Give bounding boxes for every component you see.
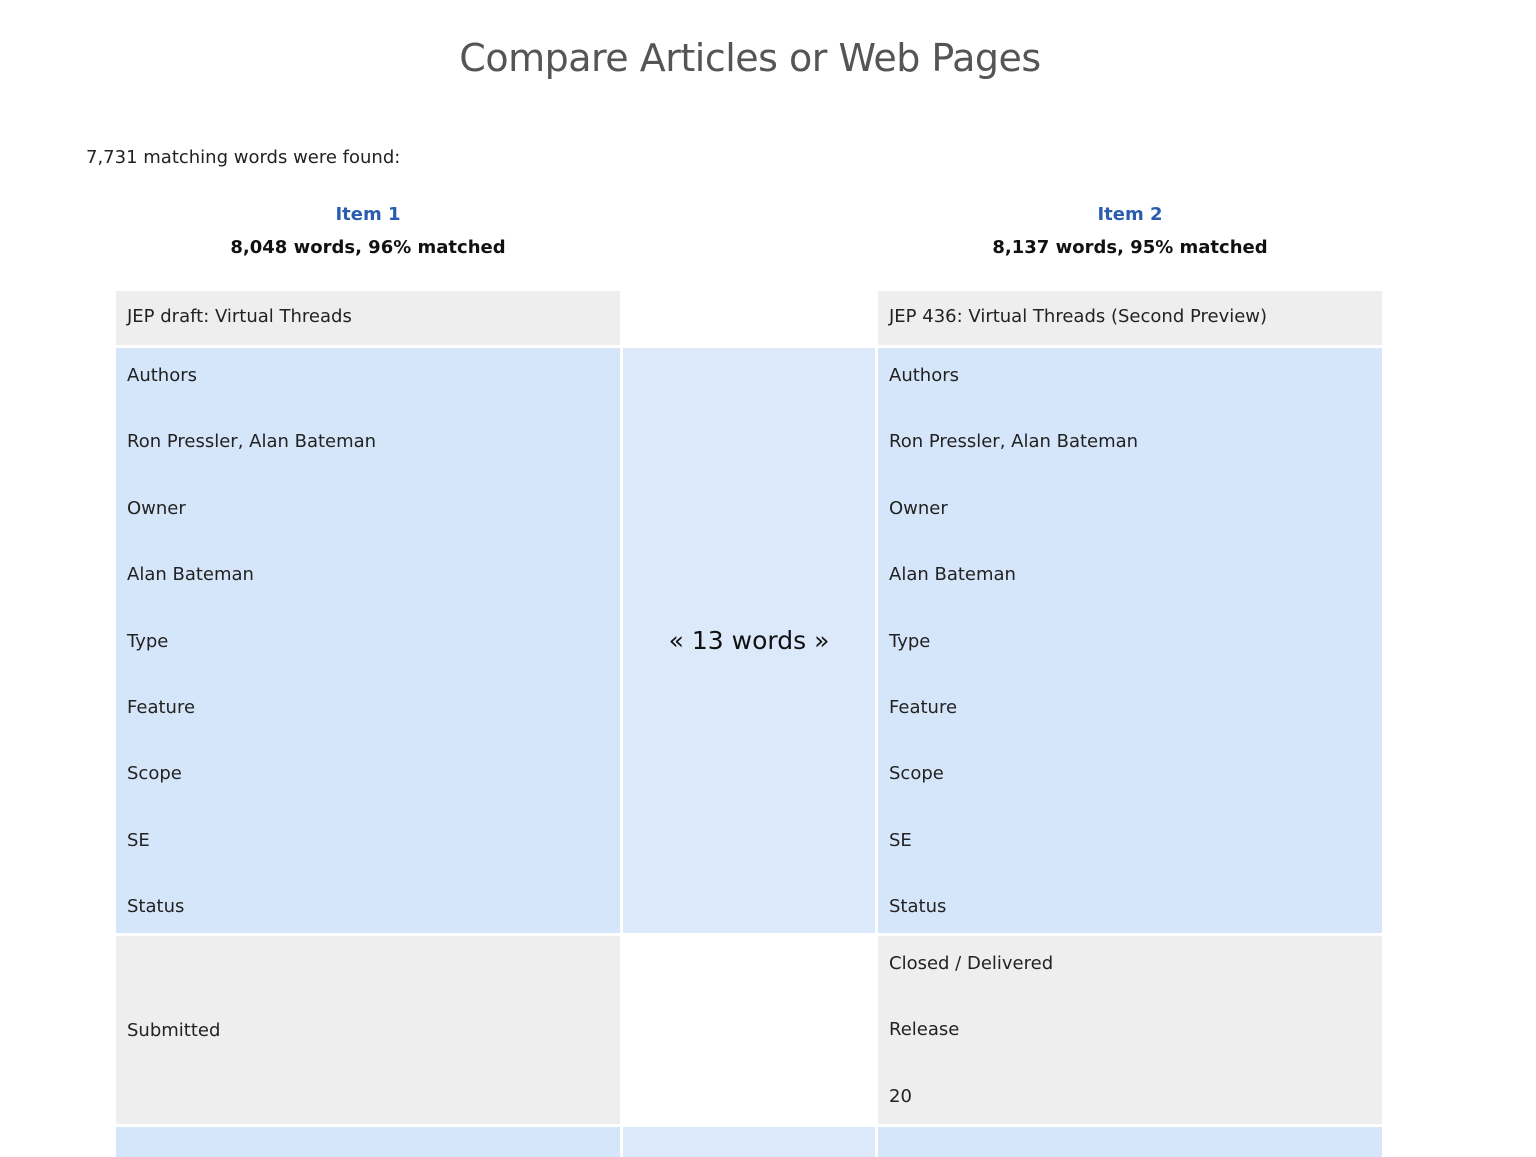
match-count[interactable]: « 13 words »: [668, 626, 830, 655]
text-line: Authors: [127, 365, 197, 386]
text-line: Closed / Delivered: [889, 953, 1054, 974]
item-2-header: Item 2 8,137 words, 95% matched: [878, 204, 1382, 258]
text-line: SE: [127, 829, 150, 851]
item-1-label[interactable]: Item 1: [335, 204, 401, 225]
text-line: Scope: [127, 763, 182, 785]
text-line: Scope: [889, 763, 944, 785]
text-line: Status: [127, 896, 185, 918]
item-1-stats: 8,048 words, 96% matched: [230, 237, 506, 258]
right-matched-cell: Authors Ron Pressler, Alan Bateman Owner Al…: [878, 348, 1382, 933]
text-line: Feature: [889, 697, 958, 718]
text-line: Alan Bateman: [127, 564, 254, 586]
right-title-cell: JEP 436: Virtual Threads (Second Preview…: [878, 291, 1382, 345]
text-line: Submitted: [127, 1020, 221, 1041]
right-next-cell: [878, 1127, 1382, 1157]
right-title: JEP 436: Virtual Threads (Second Preview…: [889, 306, 1268, 327]
left-title-cell: JEP draft: Virtual Threads: [116, 291, 620, 345]
text-line: Ron Pressler, Alan Bateman: [127, 431, 377, 453]
text-line: Feature: [127, 697, 196, 718]
text-line: Type: [127, 630, 169, 652]
match-summary: 7,731 matching words were found:: [86, 147, 401, 168]
item-1-header: Item 1 8,048 words, 96% matched: [116, 204, 620, 258]
text-line: Release: [889, 1019, 960, 1041]
left-diff-cell: Submitted: [116, 936, 620, 1124]
middle-next-cell: [623, 1127, 875, 1157]
text-line: Authors: [889, 365, 959, 386]
left-title: JEP draft: Virtual Threads: [127, 306, 352, 327]
text-line: Type: [889, 630, 931, 652]
right-diff-cell: Closed / Delivered Release 20: [878, 936, 1382, 1124]
text-line: Status: [889, 896, 947, 918]
text-line: Owner: [889, 497, 948, 519]
text-line: 20: [889, 1085, 912, 1107]
item-2-label[interactable]: Item 2: [1097, 204, 1163, 225]
text-line: Alan Bateman: [889, 564, 1016, 586]
item-2-stats: 8,137 words, 95% matched: [992, 237, 1268, 258]
text-line: SE: [889, 829, 912, 851]
left-matched-cell: Authors Ron Pressler, Alan Bateman Owner Al…: [116, 348, 620, 933]
text-line: Ron Pressler, Alan Bateman: [889, 431, 1139, 453]
page-title: Compare Articles or Web Pages: [459, 36, 1041, 80]
match-count-cell[interactable]: « 13 words »: [623, 348, 875, 933]
left-next-cell: [116, 1127, 620, 1157]
text-line: Owner: [127, 497, 186, 519]
